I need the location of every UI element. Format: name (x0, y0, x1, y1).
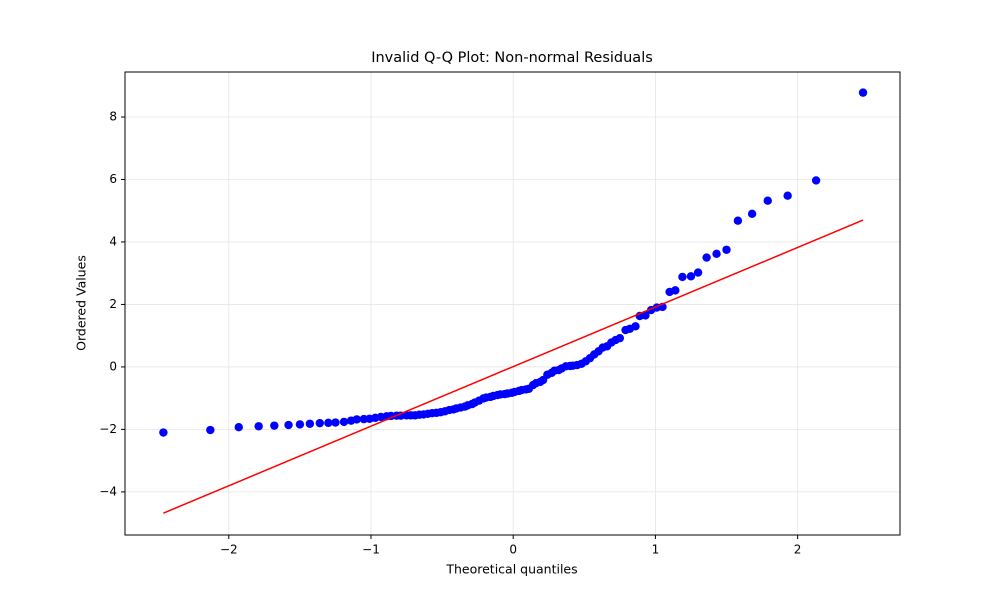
x-tick-label: 2 (794, 543, 802, 557)
data-point (763, 196, 772, 205)
data-point (315, 418, 325, 428)
x-tick-label: −1 (362, 543, 380, 557)
data-point (858, 88, 868, 97)
data-point (686, 272, 696, 281)
data-point (631, 322, 640, 331)
x-tick-label: 0 (509, 543, 517, 557)
data-point (712, 249, 721, 259)
data-point (733, 216, 743, 225)
y-tick-label: −4 (99, 484, 117, 498)
data-point (352, 415, 361, 424)
chart-title: Invalid Q-Q Plot: Non-normal Residuals (371, 50, 653, 66)
y-tick-label: 2 (109, 297, 117, 311)
data-point (641, 311, 650, 320)
plot-frame (124, 71, 901, 536)
x-tick-label: 1 (652, 543, 660, 557)
x-axis-label: Theoretical quantiles (445, 562, 577, 577)
data-point (324, 418, 333, 428)
data-point (671, 286, 680, 295)
data-point (702, 253, 711, 262)
data-point (747, 209, 757, 219)
data-point (270, 421, 279, 430)
data-point (254, 422, 263, 431)
data-point (284, 420, 293, 430)
data-point (234, 423, 243, 432)
data-point (159, 428, 168, 437)
data-point (339, 417, 349, 427)
y-tick-label: 6 (109, 172, 117, 186)
data-point (811, 176, 821, 185)
data-point (722, 245, 731, 254)
data-point (783, 191, 792, 200)
data-point (295, 420, 305, 429)
y-tick-label: 0 (109, 359, 117, 373)
y-tick-label: 4 (109, 234, 117, 248)
y-tick-label: −2 (99, 422, 117, 436)
fit-line (163, 219, 864, 514)
data-point (693, 268, 703, 277)
y-axis-label: Ordered Values (74, 255, 89, 351)
data-point (331, 418, 340, 427)
data-point (678, 272, 687, 282)
data-point (305, 419, 315, 428)
x-tick-label: −2 (220, 543, 238, 557)
data-point (206, 425, 215, 435)
y-tick-label: 8 (109, 109, 117, 123)
data-point (615, 333, 625, 343)
